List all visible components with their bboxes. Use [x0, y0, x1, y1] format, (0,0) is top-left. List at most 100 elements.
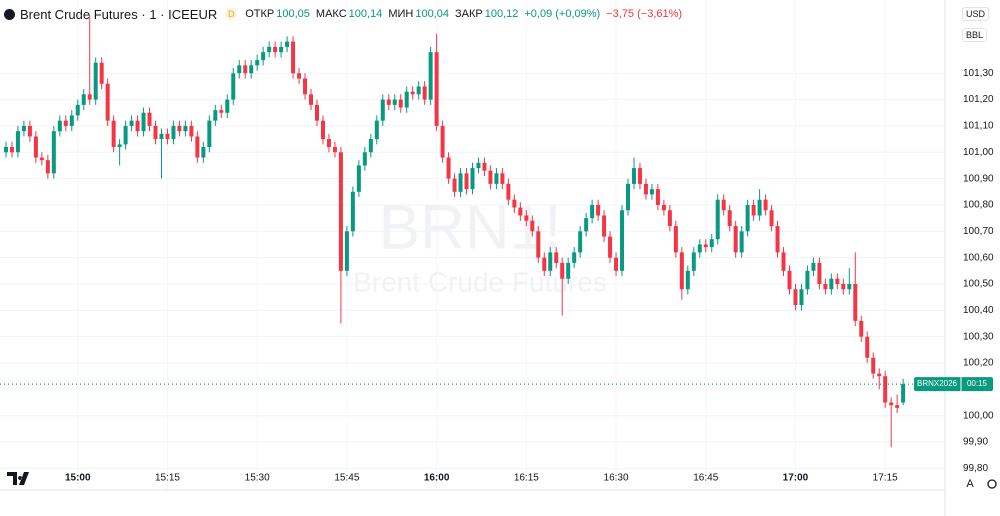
candle-body [177, 125, 182, 132]
candle-body [500, 173, 505, 184]
candle-body [871, 357, 876, 374]
candle-body [542, 257, 547, 271]
candle-body [637, 168, 642, 184]
candle-body [225, 99, 230, 113]
candle-body [608, 236, 613, 258]
candle-body [889, 402, 894, 406]
candle-body [596, 204, 601, 216]
candle-body [494, 173, 499, 184]
symbol-logo [4, 8, 15, 20]
candle-body [332, 147, 337, 153]
candle-body [811, 262, 816, 271]
candle-body [159, 133, 164, 140]
candle-body [422, 86, 427, 100]
candle-body [147, 112, 152, 126]
candle-body [464, 173, 469, 190]
settings-icon[interactable] [987, 479, 997, 489]
change: +0,09 (+0,09%) [524, 8, 601, 20]
candle-body [141, 112, 146, 132]
candle-body [506, 183, 511, 200]
y-tick-label: 101,20 [963, 94, 994, 105]
y-tick-label: 100,60 [963, 252, 994, 263]
y-tick-label: 100,90 [963, 173, 994, 184]
candle-body [602, 215, 607, 237]
y-tick-label: 100,50 [963, 279, 994, 290]
candle-body [219, 110, 224, 113]
candle-body [87, 94, 92, 100]
candle-body [446, 157, 451, 179]
candle-body [883, 376, 888, 403]
y-tick-label: 100,20 [963, 358, 994, 369]
candle-body [111, 120, 116, 147]
price-tag-box [914, 377, 993, 392]
header-label: МАКС [315, 8, 347, 20]
candle-body [835, 278, 840, 284]
x-tick-label: 15:30 [245, 473, 270, 484]
y-tick-label: 101,30 [963, 68, 994, 79]
candle-body [273, 46, 278, 53]
candle-body [566, 262, 571, 279]
candle-body [380, 99, 385, 121]
candle-body [285, 41, 290, 47]
y-tick-label: 100,40 [963, 305, 994, 316]
candle-body [129, 120, 134, 126]
candle-body [715, 199, 720, 240]
candle-body [237, 65, 242, 74]
candle-body [314, 104, 319, 121]
candle-body [452, 178, 457, 192]
candle-body [631, 168, 636, 184]
candle-body [853, 283, 858, 321]
header-label: ЗАКР [454, 8, 483, 20]
price-tag: BRNX2026 [917, 379, 958, 388]
candle-body [303, 78, 308, 95]
candle-body [673, 226, 678, 253]
scale-mode[interactable]: A [966, 478, 974, 490]
candle-body [488, 170, 493, 184]
candle-body [45, 160, 50, 174]
candle-body [901, 384, 906, 403]
header-value: 100,04 [415, 8, 449, 20]
x-tick-label: 17:00 [783, 473, 809, 484]
candle-body [398, 99, 403, 108]
x-tick-label: 15:15 [155, 473, 180, 484]
candle-body [685, 270, 690, 290]
header-value: 100,05 [276, 8, 310, 20]
candle-body [15, 131, 20, 153]
x-tick-label: 16:30 [604, 473, 629, 484]
y-tick-label: 100,70 [963, 226, 994, 237]
candle-body [679, 252, 684, 290]
candle-body [733, 226, 738, 253]
y-tick-label: 99,80 [963, 463, 988, 474]
x-tick-label: 16:00 [424, 473, 450, 484]
candle-body [560, 262, 565, 279]
candle-body [338, 152, 343, 271]
candle-body [344, 231, 349, 271]
ohlc-items: ОТКР 100,05 МАКС 100,14 МИН 100,04 ЗАКР 100,12 [245, 8, 524, 20]
candle-body [530, 220, 535, 232]
candle-body [279, 46, 284, 53]
unit[interactable]: BBL [962, 28, 988, 42]
candle-body [297, 73, 302, 79]
candle-body [727, 210, 732, 227]
candle-body [195, 136, 200, 158]
candle-body [153, 125, 158, 140]
candle-body [781, 252, 786, 271]
candle-body [51, 131, 56, 174]
candle-body [69, 115, 74, 126]
candle-body [21, 125, 26, 132]
candle-body [554, 252, 559, 263]
candle-body [817, 262, 822, 284]
candle-body [793, 289, 798, 306]
candle-body [213, 110, 218, 121]
candle-body [135, 120, 140, 132]
header-value: 100,14 [348, 8, 383, 20]
candle-body [27, 125, 32, 137]
y-tick-label: 100,80 [963, 200, 994, 211]
candle-body [739, 231, 744, 253]
candle-body [745, 204, 750, 232]
candle-body [231, 73, 236, 100]
candle-body [350, 191, 355, 232]
currency[interactable]: USD [962, 7, 990, 21]
candle-body [721, 199, 726, 211]
